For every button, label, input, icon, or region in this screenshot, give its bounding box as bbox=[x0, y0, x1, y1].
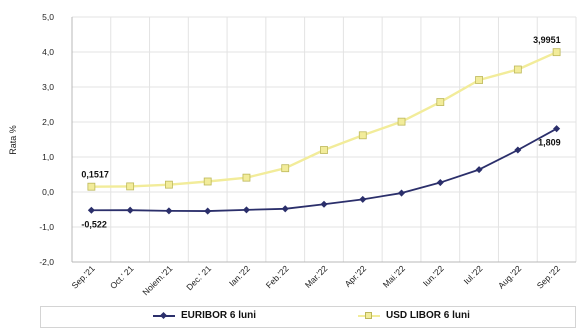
euribor-point bbox=[398, 189, 406, 197]
usd-libor-point bbox=[397, 117, 406, 126]
x-tick-label: Mar.'22 bbox=[303, 263, 330, 290]
x-tick-label: Feb.'22 bbox=[264, 263, 291, 290]
grid bbox=[71, 16, 577, 263]
diamond-marker-icon bbox=[159, 311, 168, 319]
usd-libor-point bbox=[475, 76, 483, 84]
x-tick-label: Noiem.'21 bbox=[140, 263, 174, 297]
data-label: 3,9951 bbox=[533, 35, 561, 45]
usd-libor-point bbox=[281, 164, 290, 173]
euribor-point bbox=[242, 206, 250, 214]
y-tick-label: -2,0 bbox=[39, 257, 54, 267]
x-tick-label: Dec.' 21 bbox=[184, 263, 213, 292]
x-tick-label: Ian.'22 bbox=[227, 263, 252, 288]
euribor-point bbox=[281, 205, 289, 213]
x-tick-label: Oct.' 21 bbox=[108, 263, 136, 291]
usd-libor-point bbox=[87, 182, 96, 191]
x-tick-label: Iul.'22 bbox=[462, 263, 485, 286]
euribor-point bbox=[320, 200, 328, 208]
y-tick-label: 3,0 bbox=[42, 82, 54, 92]
y-tick-label: -1,0 bbox=[39, 222, 54, 232]
x-tick-label: Apr.'22 bbox=[343, 263, 369, 289]
usd-libor-point bbox=[126, 182, 135, 191]
usd-libor-point bbox=[552, 48, 561, 57]
x-tick-label: Mai.'22 bbox=[381, 263, 407, 289]
y-tick-label: 1,0 bbox=[42, 152, 54, 162]
y-tick-label: 0,0 bbox=[42, 187, 54, 197]
x-tick-label: Iun.'22 bbox=[421, 263, 446, 288]
euribor-point bbox=[475, 166, 483, 174]
axes: -2,0 -1,0 0,0 1,0 2,0 3,0 4,0 5,0 Rata % Sep.'21 O… bbox=[8, 12, 576, 297]
usd-libor-point bbox=[513, 65, 522, 74]
x-tick-label: Sep.'22 bbox=[535, 263, 562, 290]
y-tick-label: 2,0 bbox=[42, 117, 54, 127]
euribor-point bbox=[553, 125, 561, 133]
legend-swatch-usd-libor bbox=[358, 311, 380, 321]
legend-item-usd-libor: USD LIBOR 6 luni bbox=[358, 310, 470, 321]
y-tick-label: 4,0 bbox=[42, 47, 54, 57]
data-label: -0,522 bbox=[81, 219, 107, 229]
euribor-point bbox=[359, 195, 367, 203]
euribor-point bbox=[514, 146, 522, 154]
euribor-point bbox=[165, 207, 173, 215]
y-tick-label: 5,0 bbox=[42, 12, 54, 22]
euribor-line bbox=[91, 127, 558, 212]
usd-libor-point bbox=[358, 131, 367, 140]
legend-item-euribor: EURIBOR 6 luni bbox=[153, 310, 256, 321]
euribor-point bbox=[87, 206, 95, 214]
data-label: 0,1517 bbox=[81, 170, 109, 180]
data-label: 1,809 bbox=[538, 138, 561, 148]
x-tick-label: Sep.'21 bbox=[70, 263, 97, 290]
usd-libor-point bbox=[436, 98, 445, 106]
euribor-point bbox=[204, 207, 212, 215]
series bbox=[87, 48, 561, 215]
usd-libor-point bbox=[242, 173, 251, 182]
legend-label-euribor: EURIBOR 6 luni bbox=[181, 310, 257, 321]
legend-swatch-euribor bbox=[153, 311, 175, 321]
usd-libor-point bbox=[203, 177, 212, 186]
x-tick-label: Aug.'22 bbox=[496, 263, 523, 290]
labels: 0,1517 -0,522 3,9951 1,809 bbox=[81, 35, 560, 229]
euribor-point bbox=[436, 179, 444, 187]
y-axis-title: Rata % bbox=[8, 125, 18, 155]
euribor-point bbox=[126, 206, 134, 214]
usd-libor-point bbox=[320, 146, 328, 154]
legend-label-usd-libor: USD LIBOR 6 luni bbox=[386, 310, 470, 321]
square-marker-icon bbox=[365, 311, 372, 319]
usd-libor-point bbox=[165, 180, 173, 189]
legend: EURIBOR 6 luni USD LIBOR 6 luni bbox=[40, 306, 576, 328]
